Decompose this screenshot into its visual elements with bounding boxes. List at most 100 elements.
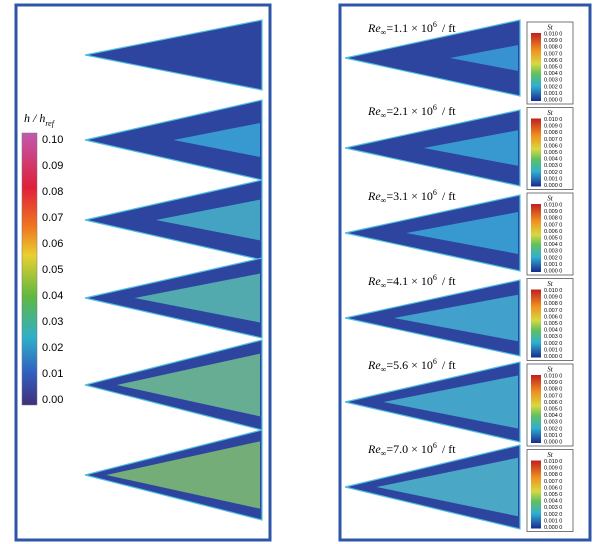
label-sub: ∞ — [381, 449, 387, 458]
colorbar-title: St — [547, 24, 554, 32]
colorbar-tick-label: 0.002 0 — [544, 255, 562, 261]
colorbar-tick-label: 0.007 0 — [544, 51, 562, 57]
label: Re — [367, 442, 381, 456]
colorbar-title-sub: ref — [45, 119, 55, 128]
colorbar-tick-label: 0.006 0 — [544, 485, 562, 491]
colorbar-tick-label: 0.09 — [42, 160, 63, 172]
colorbar-tick-label: 0.03 — [42, 316, 63, 328]
colorbar-title: St — [547, 366, 554, 374]
heating-zone — [106, 441, 261, 509]
colorbar-tick-label: 0.003 0 — [544, 420, 562, 426]
colorbar-tick-label: 0.009 0 — [544, 38, 562, 44]
value: =2.1 × 10 — [386, 104, 433, 118]
colorbar-tick-label: 0.04 — [42, 290, 63, 302]
value: =3.1 × 10 — [386, 189, 433, 203]
colorbar-tick-label: 0.007 0 — [544, 393, 562, 399]
colorbar-ticks: 0.10 0.09 0.08 0.07 0.06 0.05 0.04 0.03 0.02 0.01… — [42, 134, 63, 406]
value: =7.0 × 10 — [386, 442, 433, 456]
heating-zone — [134, 273, 260, 323]
left-frame — [14, 3, 272, 542]
colorbar — [531, 289, 541, 358]
colorbar-title: St — [547, 280, 554, 288]
colorbar-tick-label: 0.005 0 — [544, 64, 562, 70]
exponent: 6 — [433, 188, 437, 197]
colorbar — [21, 132, 38, 406]
colorbar-tick-label: 0.007 0 — [544, 222, 562, 228]
colorbar-tick-label: 0.005 0 — [544, 406, 562, 412]
colorbar-tick-label: 0.001 0 — [544, 176, 562, 182]
reynolds-label: Re∞=3.1 × 106 / ft — [367, 188, 456, 205]
panels: Re∞=1.1 × 106/ ft St0.010 00.009 00.008 0… — [367, 20, 574, 532]
exponent: 6 — [433, 103, 437, 112]
reynolds-label: Re∞=7.0 × 106 / ft — [367, 441, 456, 458]
colorbar-tick-label: 0.000 0 — [544, 439, 562, 445]
colorbar-tick-label: 0.006 0 — [544, 143, 562, 149]
colorbar-tick-label: 0.008 0 — [544, 472, 562, 478]
label-sub: ∞ — [381, 28, 387, 37]
label-sub: ∞ — [381, 365, 387, 374]
colorbar-tick-label: 0.010 0 — [544, 202, 562, 208]
label-sub: ∞ — [381, 196, 387, 205]
colorbar-tick-label: 0.000 0 — [544, 183, 562, 189]
label: Re — [367, 189, 381, 203]
colorbar-tick-label: 0.006 0 — [544, 58, 562, 64]
colorbar — [531, 33, 541, 101]
colorbar-tick-label: 0.008 0 — [544, 130, 562, 136]
colorbar — [531, 375, 541, 443]
heating-zone — [383, 375, 518, 429]
heating-zone — [376, 457, 518, 517]
colorbar-tick-label: 0.08 — [42, 186, 63, 198]
colorbar-tick-label: 0.004 0 — [544, 242, 562, 248]
colorbar-tick-label: 0.000 0 — [544, 525, 562, 531]
colorbar-title: St — [547, 109, 554, 117]
value: =1.1 × 10 — [386, 21, 433, 35]
colorbar-tick-label: 0.004 0 — [544, 413, 562, 419]
colorbar-title: h / href — [24, 111, 56, 128]
colorbar-tick-label: 0.05 — [42, 264, 63, 276]
heating-zone — [394, 294, 518, 342]
heating-zone — [450, 45, 518, 71]
exponent: 6 — [433, 20, 437, 29]
unit: / ft — [442, 358, 456, 372]
colorbar-tick-label: 0.008 0 — [544, 216, 562, 222]
exponent: 6 — [433, 441, 437, 450]
colorbar-tick-label: 0.002 0 — [544, 170, 562, 176]
heating-zone — [423, 130, 518, 166]
colorbar-tick-label: 0.001 0 — [544, 433, 562, 439]
colorbar-tick-label: 0.008 0 — [544, 45, 562, 51]
colorbar-tick-label: 0.003 0 — [544, 505, 562, 511]
colorbar-tick-label: 0.001 0 — [544, 518, 562, 524]
colorbar-tick-label: 0.07 — [42, 212, 63, 224]
colorbar-title: St — [547, 451, 554, 459]
colorbar-tick-label: 0.007 0 — [544, 137, 562, 143]
colorbar-tick-label: 0.02 — [42, 342, 63, 354]
colorbar-tick-label: 0.005 0 — [544, 235, 562, 241]
reynolds-label: Re∞=2.1 × 106 / ft — [367, 103, 456, 120]
colorbar-tick-label: 0.004 0 — [544, 499, 562, 505]
heating-zone — [155, 199, 260, 241]
colorbar-tick-label: 0.002 0 — [544, 84, 562, 90]
colorbar-tick-label: 0.003 0 — [544, 334, 562, 340]
label-sub: ∞ — [381, 111, 387, 120]
colorbar-tick-label: 0.004 0 — [544, 328, 562, 334]
unit: / ft — [442, 442, 456, 456]
colorbar-tick-label: 0.003 0 — [544, 78, 562, 84]
colorbar-tick-label: 0.010 0 — [544, 117, 562, 123]
delta-wing — [344, 19, 521, 97]
label-sub: ∞ — [381, 281, 387, 290]
colorbar — [531, 460, 541, 529]
heating-zone — [116, 353, 260, 417]
value: =5.6 × 10 — [386, 358, 433, 372]
label: Re — [367, 104, 381, 118]
colorbar-tick-label: 0.001 0 — [544, 91, 562, 97]
colorbar-title-main: h / h — [24, 111, 45, 125]
reynolds-label: Re∞=4.1 × 106 / ft — [367, 273, 456, 290]
colorbar-tick-label: 0.006 0 — [544, 229, 562, 235]
colorbar-tick-label: 0.00 — [42, 394, 63, 406]
reynolds-label: Re∞=1.1 × 106 / ft — [367, 20, 456, 37]
colorbar-tick-label: 0.001 0 — [544, 347, 562, 353]
heating-zone — [173, 123, 260, 157]
colorbar-tick-label: 0.06 — [42, 238, 63, 250]
colorbar-tick-label: 0.004 0 — [544, 71, 562, 77]
unit: / ft — [442, 104, 456, 118]
